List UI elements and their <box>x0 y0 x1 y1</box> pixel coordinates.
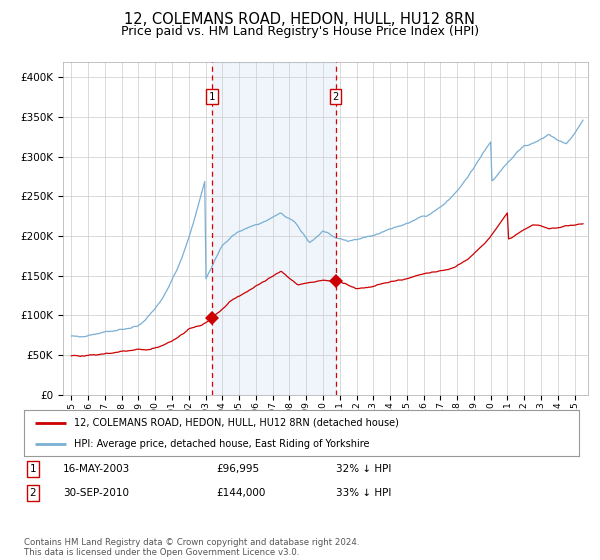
Text: 16-MAY-2003: 16-MAY-2003 <box>63 464 130 474</box>
Text: Contains HM Land Registry data © Crown copyright and database right 2024.
This d: Contains HM Land Registry data © Crown c… <box>24 538 359 557</box>
Text: 32% ↓ HPI: 32% ↓ HPI <box>336 464 391 474</box>
Text: £96,995: £96,995 <box>216 464 259 474</box>
Text: HPI: Average price, detached house, East Riding of Yorkshire: HPI: Average price, detached house, East… <box>74 439 370 449</box>
Text: 33% ↓ HPI: 33% ↓ HPI <box>336 488 391 498</box>
Bar <box>212 62 335 395</box>
Text: 12, COLEMANS ROAD, HEDON, HULL, HU12 8RN (detached house): 12, COLEMANS ROAD, HEDON, HULL, HU12 8RN… <box>74 418 399 428</box>
Text: £144,000: £144,000 <box>216 488 265 498</box>
Text: 2: 2 <box>29 488 37 498</box>
Text: 12, COLEMANS ROAD, HEDON, HULL, HU12 8RN: 12, COLEMANS ROAD, HEDON, HULL, HU12 8RN <box>125 12 476 27</box>
Text: 1: 1 <box>29 464 37 474</box>
Text: Price paid vs. HM Land Registry's House Price Index (HPI): Price paid vs. HM Land Registry's House … <box>121 25 479 38</box>
Text: 30-SEP-2010: 30-SEP-2010 <box>63 488 129 498</box>
Text: 1: 1 <box>209 92 215 101</box>
Text: 2: 2 <box>332 92 338 101</box>
